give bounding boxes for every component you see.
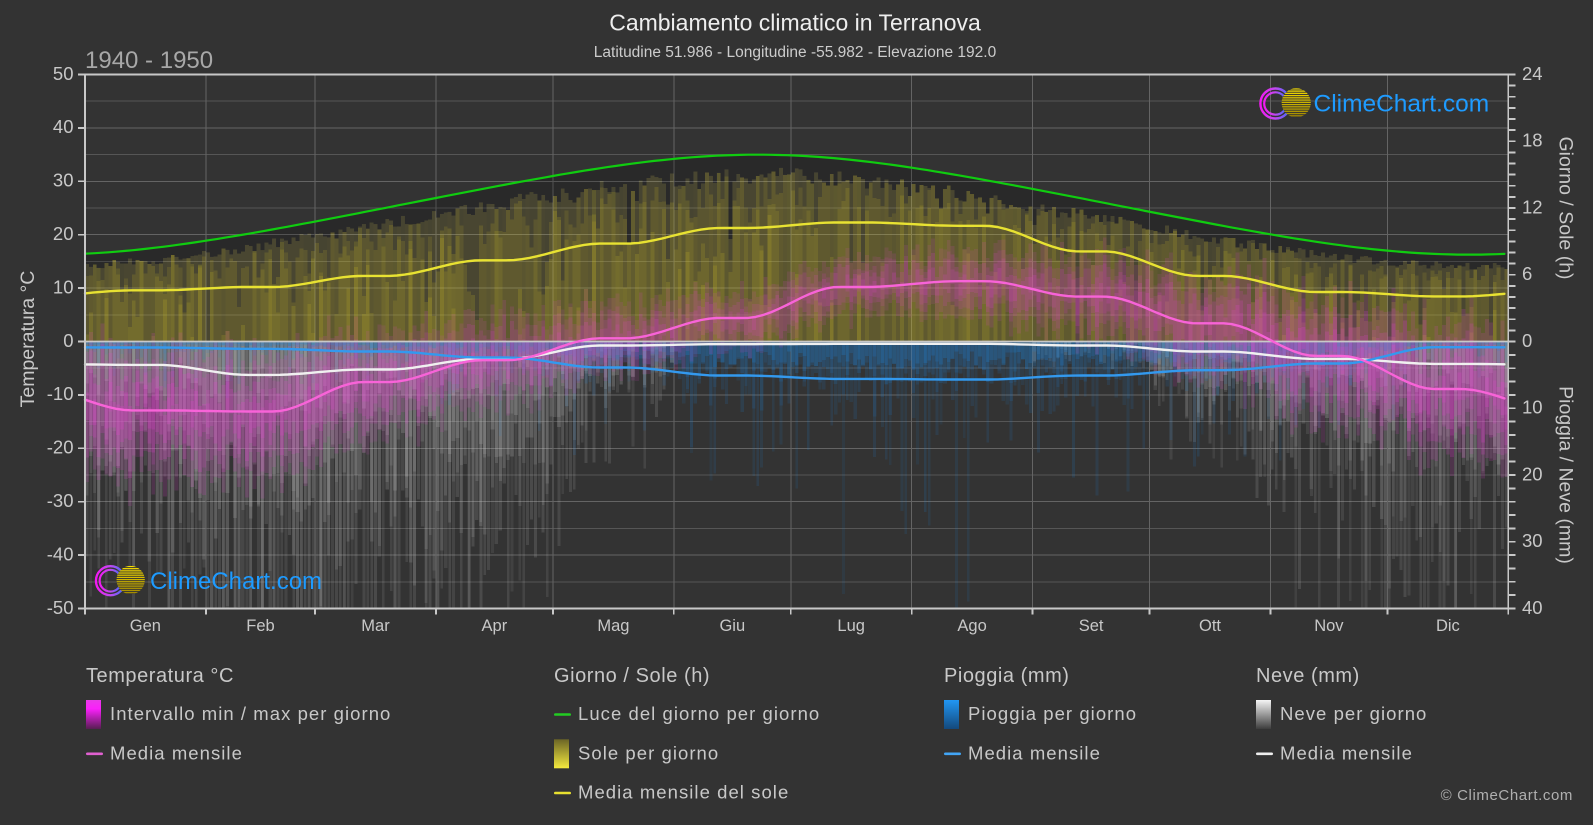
svg-text:© ClimeChart.com: © ClimeChart.com xyxy=(1441,787,1573,804)
svg-text:-10: -10 xyxy=(47,383,74,404)
svg-text:Neve per giorno: Neve per giorno xyxy=(1280,703,1427,724)
svg-text:24: 24 xyxy=(1522,63,1543,84)
svg-text:20: 20 xyxy=(53,223,74,244)
svg-text:10: 10 xyxy=(53,276,74,297)
svg-text:Luce del giorno per giorno: Luce del giorno per giorno xyxy=(578,703,820,724)
svg-text:6: 6 xyxy=(1522,263,1532,284)
svg-text:Media mensile: Media mensile xyxy=(110,742,243,763)
svg-text:Pioggia per giorno: Pioggia per giorno xyxy=(968,703,1137,724)
svg-text:Dic: Dic xyxy=(1436,617,1460,635)
svg-text:Ago: Ago xyxy=(957,617,986,635)
svg-text:Ott: Ott xyxy=(1199,617,1221,635)
svg-text:-40: -40 xyxy=(47,543,74,564)
svg-text:Media mensile: Media mensile xyxy=(968,742,1101,763)
svg-text:50: 50 xyxy=(53,63,74,84)
svg-text:Giorno / Sole (h): Giorno / Sole (h) xyxy=(1555,136,1577,279)
svg-text:Apr: Apr xyxy=(482,617,508,635)
svg-text:Mag: Mag xyxy=(597,617,629,635)
svg-text:Media mensile: Media mensile xyxy=(1280,742,1413,763)
svg-text:Feb: Feb xyxy=(246,617,274,635)
svg-text:Giu: Giu xyxy=(719,617,745,635)
svg-text:-50: -50 xyxy=(47,597,74,618)
svg-text:12: 12 xyxy=(1522,196,1543,217)
svg-text:-30: -30 xyxy=(47,490,74,511)
svg-text:Neve (mm): Neve (mm) xyxy=(1256,665,1360,687)
svg-text:30: 30 xyxy=(1522,530,1543,551)
svg-text:1940 - 1950: 1940 - 1950 xyxy=(85,47,213,74)
svg-text:Temperatura °C: Temperatura °C xyxy=(17,271,39,408)
svg-text:Lug: Lug xyxy=(837,617,865,635)
svg-text:10: 10 xyxy=(1522,396,1543,417)
svg-text:Pioggia / Neve (mm): Pioggia / Neve (mm) xyxy=(1555,386,1577,564)
svg-text:Mar: Mar xyxy=(361,617,390,635)
svg-text:0: 0 xyxy=(1522,330,1532,351)
svg-text:20: 20 xyxy=(1522,463,1543,484)
svg-text:Set: Set xyxy=(1079,617,1104,635)
svg-text:Pioggia (mm): Pioggia (mm) xyxy=(944,665,1070,687)
svg-text:Cambiamento climatico in Terra: Cambiamento climatico in Terranova xyxy=(609,10,981,36)
svg-text:Sole per giorno: Sole per giorno xyxy=(578,742,719,763)
svg-text:Latitudine 51.986 - Longitudin: Latitudine 51.986 - Longitudine -55.982 … xyxy=(594,44,997,61)
svg-text:40: 40 xyxy=(53,116,74,137)
svg-text:Giorno / Sole (h): Giorno / Sole (h) xyxy=(554,665,710,687)
svg-text:ClimeChart.com: ClimeChart.com xyxy=(150,568,322,595)
svg-text:40: 40 xyxy=(1522,597,1543,618)
svg-text:Nov: Nov xyxy=(1314,617,1344,635)
svg-text:18: 18 xyxy=(1522,129,1543,150)
svg-text:30: 30 xyxy=(53,170,74,191)
svg-text:Gen: Gen xyxy=(130,617,161,635)
svg-text:-20: -20 xyxy=(47,437,74,458)
svg-text:Intervallo min / max per giorn: Intervallo min / max per giorno xyxy=(110,703,391,724)
svg-text:0: 0 xyxy=(63,330,73,351)
svg-text:Media mensile del sole: Media mensile del sole xyxy=(578,782,789,803)
svg-text:ClimeChart.com: ClimeChart.com xyxy=(1314,91,1490,118)
svg-text:Temperatura °C: Temperatura °C xyxy=(86,665,234,687)
